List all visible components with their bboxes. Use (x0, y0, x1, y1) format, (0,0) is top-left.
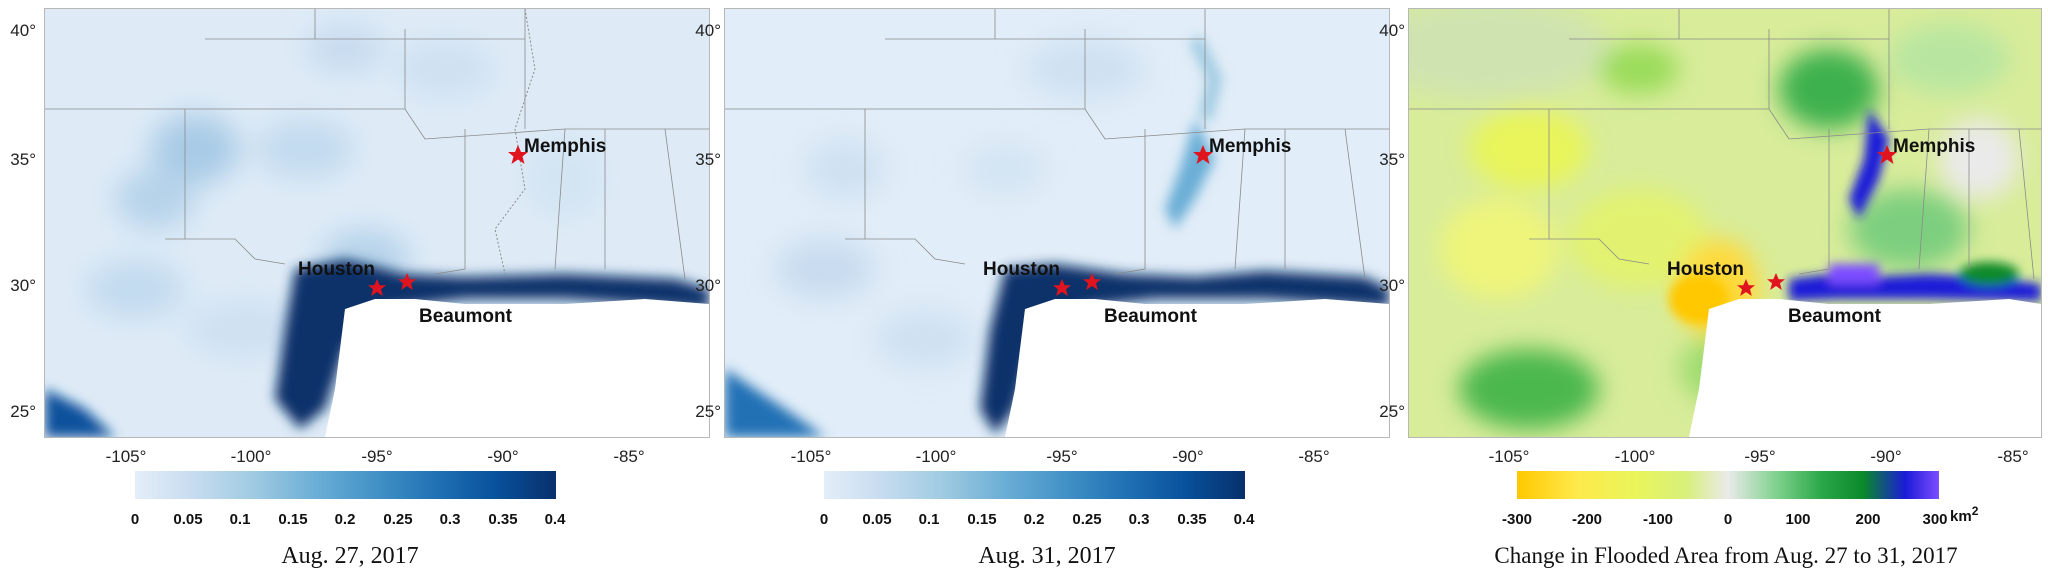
lat-tick: 30° (1379, 276, 1405, 295)
flood-map-aug31 (725, 9, 1389, 437)
colorbar-tick: 0.15 (967, 511, 997, 528)
lat-tick: 25° (695, 402, 721, 421)
lon-tick: -85° (613, 447, 645, 466)
lon-tick: -90° (487, 447, 519, 466)
colorbar-tick: 0.2 (1023, 511, 1045, 528)
map-frame-aug27 (44, 8, 710, 438)
colorbar-tick: 0 (130, 511, 140, 528)
colorbar-tick: 0.3 (439, 511, 461, 528)
lat-tick: 30° (10, 276, 36, 295)
flood-map-aug27 (45, 9, 709, 437)
state-boundaries (45, 9, 709, 280)
lat-tick: 35° (695, 150, 721, 169)
lat-tick: 25° (1379, 402, 1405, 421)
lon-tick: -100° (230, 447, 272, 466)
colorbar-change (1517, 471, 1939, 499)
panel-title-aug31: Aug. 31, 2017 (978, 543, 1116, 569)
lon-tick: -95° (1046, 447, 1078, 466)
panel-title-change: Change in Flooded Area from Aug. 27 to 3… (1494, 543, 1958, 568)
city-label-houston: Houston (1667, 259, 1745, 280)
gulf-of-mexico (325, 299, 709, 437)
colorbar-tick: -100 (1642, 511, 1674, 528)
map-frame-aug31 (724, 8, 1390, 438)
colorbar-tick: 0.4 (544, 511, 566, 528)
map-panel-aug27: 40° 35° 30° 25° -105° -100° -95° -90° -8… (10, 0, 724, 578)
lon-tick: -85° (1298, 447, 1330, 466)
colorbar-tick: 0.05 (862, 511, 892, 528)
houston-star-icon (368, 279, 386, 296)
state-boundaries (725, 9, 1389, 280)
beaumont-star-icon (1767, 273, 1785, 290)
city-label-beaumont: Beaumont (419, 306, 512, 327)
map-panel-aug31: 40° 35° 30° 25° -105° -100° -95° -90° -8… (695, 0, 1409, 578)
city-label-memphis: Memphis (1209, 136, 1292, 157)
houston-star-icon (1053, 279, 1071, 296)
flood-fraction-field (775, 39, 1145, 369)
colorbar-tick: 0.05 (173, 511, 203, 528)
lat-tick: 35° (10, 150, 36, 169)
beaumont-star-icon (1083, 273, 1101, 290)
flood-change-map (1409, 9, 2041, 437)
state-boundaries (1409, 9, 2041, 280)
colorbar-tick: 0.1 (918, 511, 940, 528)
colorbar-aug31 (824, 471, 1245, 499)
colorbar-tick: 0.4 (1233, 511, 1255, 528)
city-label-houston: Houston (983, 259, 1061, 280)
colorbar-tick: 0 (1723, 511, 1733, 528)
lon-tick: -105° (105, 447, 147, 466)
panel-title-aug27: Aug. 27, 2017 (281, 543, 419, 569)
lon-tick: -90° (1870, 447, 1902, 466)
colorbar-tick: 0.25 (383, 511, 413, 528)
colorbar-tick: 0.1 (229, 511, 251, 528)
colorbar-tick: 300 (1922, 511, 1948, 528)
lon-tick: -90° (1172, 447, 1204, 466)
city-label-houston: Houston (298, 259, 376, 280)
city-label-memphis: Memphis (1893, 136, 1976, 157)
colorbar-tick: 0 (819, 511, 829, 528)
lat-tick: 40° (695, 21, 721, 40)
colorbar-tick: -300 (1501, 511, 1533, 528)
gulf-of-mexico (1005, 299, 1389, 437)
lon-tick: -105° (790, 447, 832, 466)
colorbar-tick: 0.15 (278, 511, 308, 528)
city-label-memphis: Memphis (524, 136, 607, 157)
memphis-star-icon (1193, 145, 1213, 164)
lat-tick: 30° (695, 276, 721, 295)
colorbar-tick: 100 (1785, 511, 1811, 528)
memphis-star-icon (508, 145, 528, 164)
lon-tick: -85° (1997, 447, 2029, 466)
colorbar-tick: 0.2 (334, 511, 356, 528)
lat-tick: 25° (10, 402, 36, 421)
houston-star-icon (1737, 279, 1755, 296)
memphis-star-icon (1877, 145, 1897, 164)
colorbar-tick: 200 (1855, 511, 1881, 528)
lat-tick: 40° (10, 21, 36, 40)
lon-tick: -95° (1744, 447, 1776, 466)
lon-tick: -100° (1614, 447, 1656, 466)
lon-tick: -105° (1488, 447, 1530, 466)
gulf-of-mexico (1689, 299, 2041, 437)
colorbar-unit-base: km (1950, 508, 1972, 525)
flood-fraction-field (85, 24, 605, 359)
lat-tick: 35° (1379, 150, 1405, 169)
map-frame-change (1408, 8, 2042, 438)
colorbar-unit: km2 (1950, 504, 1978, 525)
colorbar-tick: -200 (1571, 511, 1603, 528)
beaumont-star-icon (398, 273, 416, 290)
colorbar-aug27 (135, 471, 556, 499)
colorbar-unit-exponent: 2 (1971, 504, 1979, 518)
city-label-beaumont: Beaumont (1788, 306, 1881, 327)
colorbar-tick: 0.3 (1128, 511, 1150, 528)
city-label-beaumont: Beaumont (1104, 306, 1197, 327)
lon-tick: -100° (915, 447, 957, 466)
lon-tick: -95° (361, 447, 393, 466)
lat-tick: 40° (1379, 21, 1405, 40)
colorbar-tick: 0.35 (1177, 511, 1207, 528)
map-panel-change: 40° 35° 30° 25° -105° -100° -95° -90° -8… (1379, 0, 2048, 578)
colorbar-tick: 0.25 (1072, 511, 1102, 528)
colorbar-tick: 0.35 (488, 511, 518, 528)
